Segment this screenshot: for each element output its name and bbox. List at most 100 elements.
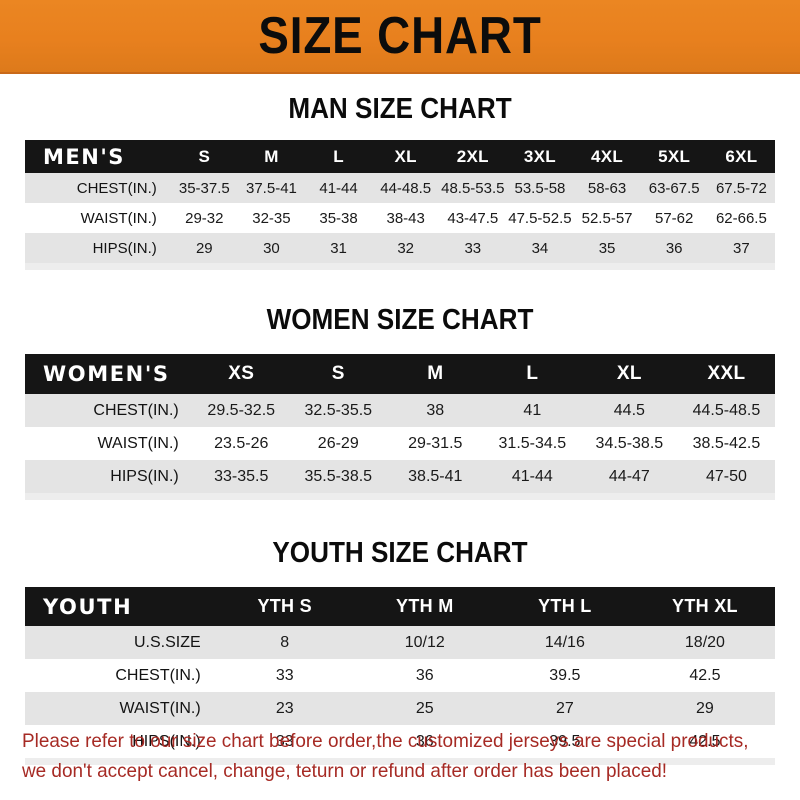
- men-column-header-7: 5XL: [658, 146, 691, 166]
- youth-corner-label: YOUTH: [43, 594, 133, 619]
- youth-column-header-0: YTH S: [257, 596, 312, 616]
- men-cell-0-2: 41-44: [319, 179, 358, 197]
- women-column-header-2: M: [427, 363, 444, 384]
- youth-cell-3-1: 36: [415, 732, 434, 750]
- women-row-label-0: CHEST(IN.): [93, 401, 179, 419]
- women-cell-1-1: 26-29: [317, 434, 359, 452]
- men-cell-0-5: 53.5-58: [514, 179, 566, 197]
- women-cell-0-1: 32.5-35.5: [304, 401, 373, 419]
- men-cell-2-0: 29: [195, 239, 213, 257]
- men-column-header-6: 4XL: [591, 146, 624, 166]
- youth-cell-0-1: 10/12: [404, 633, 445, 651]
- youth-cell-1-1: 36: [415, 666, 434, 684]
- men-corner-label: MEN'S: [43, 144, 125, 169]
- men-cell-0-8: 67.5-72: [715, 179, 767, 197]
- men-cell-2-1: 30: [263, 239, 280, 257]
- youth-cell-2-2: 27: [555, 699, 574, 717]
- men-cell-2-4: 33: [464, 239, 482, 257]
- women-column-header-3: L: [526, 363, 539, 384]
- table-row: CHEST(IN.) 29.5-32.5 32.5-35.5 38 41 44.5 44.5…: [25, 394, 775, 427]
- order-policy-line-1: Please refer to our size chart before or…: [22, 729, 749, 752]
- women-cell-1-3: 31.5-34.5: [498, 434, 567, 452]
- men-row-label-1: WAIST(IN.): [80, 209, 157, 227]
- men-column-header-2: L: [333, 146, 344, 166]
- women-column-header-1: S: [331, 363, 345, 384]
- men-header-row: MEN'S S M L XL 2XL 3XL 4XL 5XL 6XL: [25, 140, 775, 173]
- men-cell-2-8: 37: [733, 239, 750, 257]
- men-cell-2-6: 35: [598, 239, 616, 257]
- women-cell-1-5: 38.5-42.5: [692, 434, 761, 452]
- youth-cell-1-0: 33: [275, 666, 294, 684]
- men-cell-0-3: 44-48.5: [380, 179, 432, 197]
- youth-cell-0-3: 18/20: [684, 633, 725, 651]
- men-size-table: MEN'S S M L XL 2XL 3XL 4XL 5XL 6XL CHEST(IN.) 35-37…: [25, 140, 775, 263]
- youth-row-label-2: WAIST(IN.): [119, 699, 201, 717]
- men-cell-1-7: 57-62: [655, 209, 694, 227]
- women-cell-0-4: 44.5: [613, 401, 645, 419]
- youth-size-table: YOUTH YTH S YTH M YTH L YTH XL U.S.SIZE 8 10/12…: [25, 587, 775, 758]
- men-column-header-1: M: [264, 146, 279, 166]
- men-cell-0-0: 35-37.5: [178, 179, 230, 197]
- table-row: WAIST(IN.) 23.5-26 26-29 29-31.5 31.5-34.5 34…: [25, 427, 775, 460]
- man-section-title: MAN SIZE CHART: [288, 93, 512, 125]
- men-cell-1-8: 62-66.5: [715, 209, 767, 227]
- men-cell-0-7: 63-67.5: [648, 179, 700, 197]
- table-row: HIPS(IN.) 33-35.5 35.5-38.5 38.5-41 41-44 44-…: [25, 460, 775, 493]
- youth-cell-1-3: 42.5: [689, 666, 721, 684]
- women-cell-1-4: 34.5-38.5: [595, 434, 664, 452]
- youth-row-label-1: CHEST(IN.): [115, 666, 201, 684]
- youth-section-title: YOUTH SIZE CHART: [272, 537, 528, 569]
- women-cell-2-2: 38.5-41: [408, 467, 463, 485]
- men-cell-2-5: 34: [531, 239, 549, 257]
- youth-cell-0-2: 14/16: [544, 633, 585, 651]
- women-column-header-4: XL: [616, 363, 642, 384]
- page-banner: SIZE CHART: [0, 0, 800, 74]
- youth-cell-2-1: 25: [415, 699, 434, 717]
- women-cell-0-3: 41: [523, 401, 542, 419]
- men-row-label-2: HIPS(IN.): [92, 239, 157, 257]
- men-column-header-0: S: [198, 146, 211, 166]
- youth-cell-3-3: 42.5: [689, 732, 721, 750]
- women-corner-label: WOMEN'S: [43, 362, 170, 386]
- women-row-label-2: HIPS(IN.): [110, 467, 179, 485]
- table-row: U.S.SIZE 8 10/12 14/16 18/20: [25, 626, 775, 659]
- women-column-header-5: XXL: [707, 363, 746, 384]
- women-cell-2-4: 44-47: [608, 467, 650, 485]
- youth-column-header-1: YTH M: [396, 596, 454, 616]
- youth-table-filler: [25, 758, 775, 765]
- women-cell-2-1: 35.5-38.5: [304, 467, 373, 485]
- women-row-label-1: WAIST(IN.): [97, 434, 179, 452]
- youth-cell-3-2: 39.5: [549, 732, 581, 750]
- youth-column-header-2: YTH L: [538, 596, 592, 616]
- table-row: CHEST(IN.) 33 36 39.5 42.5: [25, 659, 775, 692]
- women-cell-1-0: 23.5-26: [214, 434, 269, 452]
- table-row: WAIST(IN.) 23 25 27 29: [25, 692, 775, 725]
- order-policy-line-2: we don't accept cancel, change, teturn o…: [22, 759, 668, 782]
- men-cell-0-1: 37.5-41: [246, 179, 297, 197]
- men-cell-1-1: 32-35: [252, 209, 291, 227]
- men-column-header-3: XL: [394, 146, 417, 166]
- women-table-filler: [25, 493, 775, 500]
- women-cell-2-0: 33-35.5: [214, 467, 269, 485]
- women-cell-1-2: 29-31.5: [408, 434, 463, 452]
- youth-cell-0-0: 8: [280, 633, 290, 651]
- page-title: SIZE CHART: [258, 7, 542, 65]
- men-cell-0-6: 58-63: [587, 179, 627, 197]
- men-cell-2-7: 36: [665, 239, 683, 257]
- men-cell-0-4: 48.5-53.5: [441, 179, 505, 197]
- women-table-body: WOMEN'S XS S M L XL XXL CHEST(IN.) 29.5-32.5 32.5…: [25, 354, 775, 493]
- women-header-row: WOMEN'S XS S M L XL XXL: [25, 354, 775, 394]
- men-row-label-0: CHEST(IN.): [76, 179, 157, 197]
- youth-header-row: YOUTH YTH S YTH M YTH L YTH XL: [25, 587, 775, 626]
- women-cell-2-3: 41-44: [511, 467, 553, 485]
- table-row: WAIST(IN.) 29-32 32-35 35-38 38-43 43-47.5 47.…: [25, 203, 775, 233]
- order-policy-note: Please refer to our size chart before or…: [0, 726, 800, 786]
- youth-cell-2-0: 23: [275, 699, 294, 717]
- women-column-header-0: XS: [228, 363, 255, 384]
- youth-row-label-3: HIPS(IN.): [132, 732, 201, 750]
- men-column-header-5: 3XL: [523, 146, 556, 166]
- men-column-header-8: 6XL: [725, 146, 758, 166]
- youth-row-label-0: U.S.SIZE: [134, 633, 201, 651]
- women-cell-0-0: 29.5-32.5: [207, 401, 276, 419]
- youth-cell-2-3: 29: [696, 699, 714, 717]
